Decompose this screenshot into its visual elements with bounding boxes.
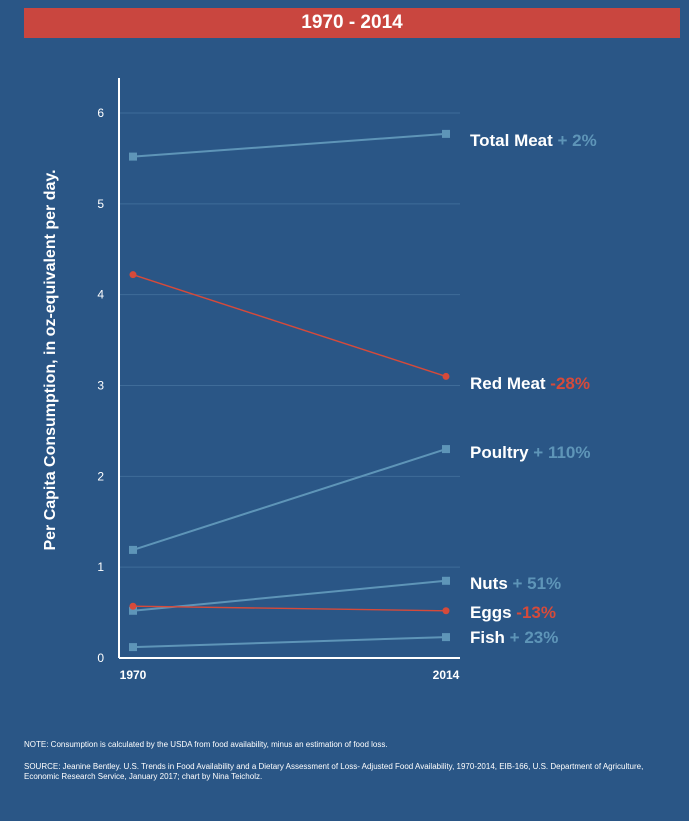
series-line-total-meat: [132, 132, 447, 158]
series-line-red-meat: [132, 274, 447, 378]
data-point: [442, 445, 450, 454]
y-tick-label: 3: [97, 379, 104, 393]
data-point: [129, 602, 137, 610]
series-change: + 110%: [533, 443, 590, 462]
title-banner: 1970 - 2014: [24, 8, 680, 38]
series-name: Red Meat: [470, 374, 550, 393]
series-name: Eggs: [470, 603, 516, 622]
series-name: Poultry: [470, 443, 533, 462]
series-change: -28%: [550, 374, 590, 393]
gridlines: [119, 112, 460, 568]
series-name: Fish: [470, 628, 510, 647]
series-name: Nuts: [470, 574, 513, 593]
series-label: Eggs -13%: [470, 603, 556, 622]
footnotes: NOTE: Consumption is calculated by the U…: [24, 740, 669, 782]
data-point: [442, 372, 450, 380]
series-line-nuts: [132, 579, 447, 612]
series-labels: Total Meat + 2% Red Meat -28% Poultry + 11…: [470, 131, 597, 647]
y-tick-label: 0: [97, 651, 104, 665]
series-change: + 2%: [558, 131, 597, 150]
series-line-eggs: [132, 605, 447, 612]
series-change: + 51%: [513, 574, 562, 593]
y-axis-label: Per Capita Consumption, in oz-equivalent…: [42, 169, 59, 550]
y-tick-label: 4: [97, 288, 104, 302]
data-point: [129, 643, 137, 652]
note-text: NOTE: Consumption is calculated by the U…: [24, 740, 388, 749]
series-label: Total Meat + 2%: [470, 131, 597, 150]
series-lines: [129, 129, 450, 652]
series-name: Total Meat: [470, 131, 558, 150]
x-tick-label: 1970: [120, 668, 147, 682]
data-point: [129, 152, 137, 161]
data-point: [129, 545, 137, 554]
data-point: [129, 606, 137, 615]
data-point: [129, 271, 137, 279]
data-point: [442, 576, 450, 585]
data-point: [442, 607, 450, 615]
y-tick-label: 2: [97, 469, 104, 483]
data-point: [442, 633, 450, 642]
series-change: + 23%: [510, 628, 559, 647]
series-change: -13%: [516, 603, 556, 622]
series-label: Poultry + 110%: [470, 443, 591, 462]
data-point: [442, 129, 450, 138]
y-tick-labels: 0 1 2 3 4 5 6: [97, 106, 104, 665]
axes: [118, 78, 460, 659]
y-tick-label: 6: [97, 106, 104, 120]
x-tick-labels: 1970 2014: [120, 668, 460, 682]
series-label: Fish + 23%: [470, 628, 558, 647]
source-text: SOURCE: Jeanine Bentley. U.S. Trends in …: [24, 762, 644, 781]
series-line-poultry: [132, 448, 447, 551]
x-tick-label: 2014: [433, 668, 460, 682]
y-tick-label: 5: [97, 197, 104, 211]
series-label: Nuts + 51%: [470, 574, 561, 593]
series-line-fish: [132, 636, 447, 649]
series-label: Red Meat -28%: [470, 374, 590, 393]
y-tick-label: 1: [97, 560, 104, 574]
